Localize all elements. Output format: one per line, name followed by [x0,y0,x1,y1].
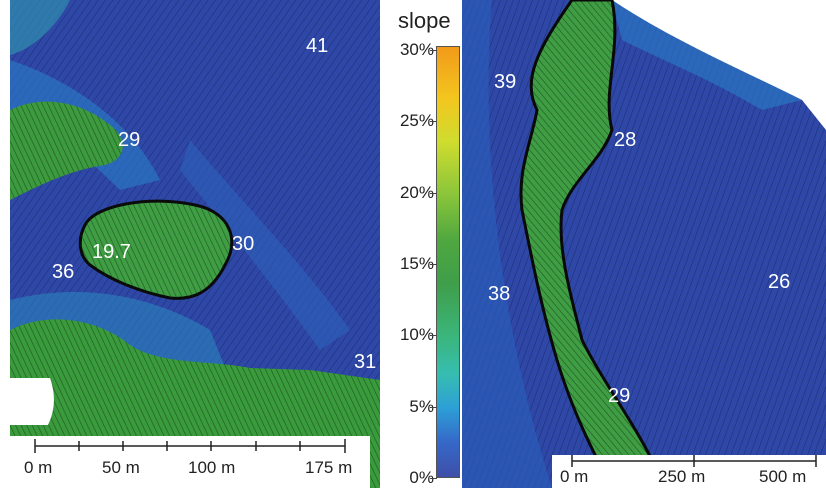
legend-tick-mark [430,50,437,51]
map-label: 38 [488,283,511,305]
legend-tick-label: 0% [409,468,434,487]
map-label: 29 [608,385,631,407]
scale-bar-right: 0 m 250 m 500 m [554,455,826,488]
map-label: 28 [614,129,637,151]
scale-label: 0 m [560,467,589,486]
scale-bar-left: 0 m 50 m 100 m 175 m [10,436,370,488]
scale-bar-ruler [571,455,817,467]
map-label: 30 [232,233,255,255]
legend-colorbar [436,46,460,478]
map-label: 26 [768,271,791,293]
scale-label: 100 m [188,458,236,477]
left-slope-map [10,0,380,488]
legend-tick-label: 20% [399,182,434,202]
scale-bar-ruler [34,439,346,453]
legend-tick-mark [430,335,437,337]
legend-tick-mark [430,192,437,194]
legend-tick-mark [430,121,437,123]
right-slope-map [462,0,826,488]
map-label: 41 [306,35,329,57]
scale-label: 175 m [305,458,353,477]
left-map-panel: 41 29 19.7 30 36 31 0 m 50 m 100 m 175 m [10,0,380,488]
map-label: 36 [52,261,75,283]
right-map-panel: 39 28 38 26 29 0 m 250 m 500 m [462,0,826,488]
legend-tick-label: 15% [399,254,434,273]
legend-tick-mark [430,478,437,479]
scale-label: 500 m [759,467,807,486]
legend-tick-mark [430,406,437,408]
legend-tick-label: 5% [409,396,434,416]
map-label: 31 [354,351,377,373]
scale-label: 50 m [102,458,140,477]
map-label: 29 [118,129,141,151]
scale-label: 0 m [24,458,53,477]
legend-tick-label: 25% [399,111,434,131]
scale-label: 250 m [658,467,706,486]
legend-title: slope [398,8,451,33]
legend-tick-mark [430,264,437,265]
map-label: 19.7 [92,241,131,263]
legend-tick-label: 30% [399,40,434,59]
legend-tick-label: 10% [399,325,434,345]
map-label: 39 [494,71,517,93]
